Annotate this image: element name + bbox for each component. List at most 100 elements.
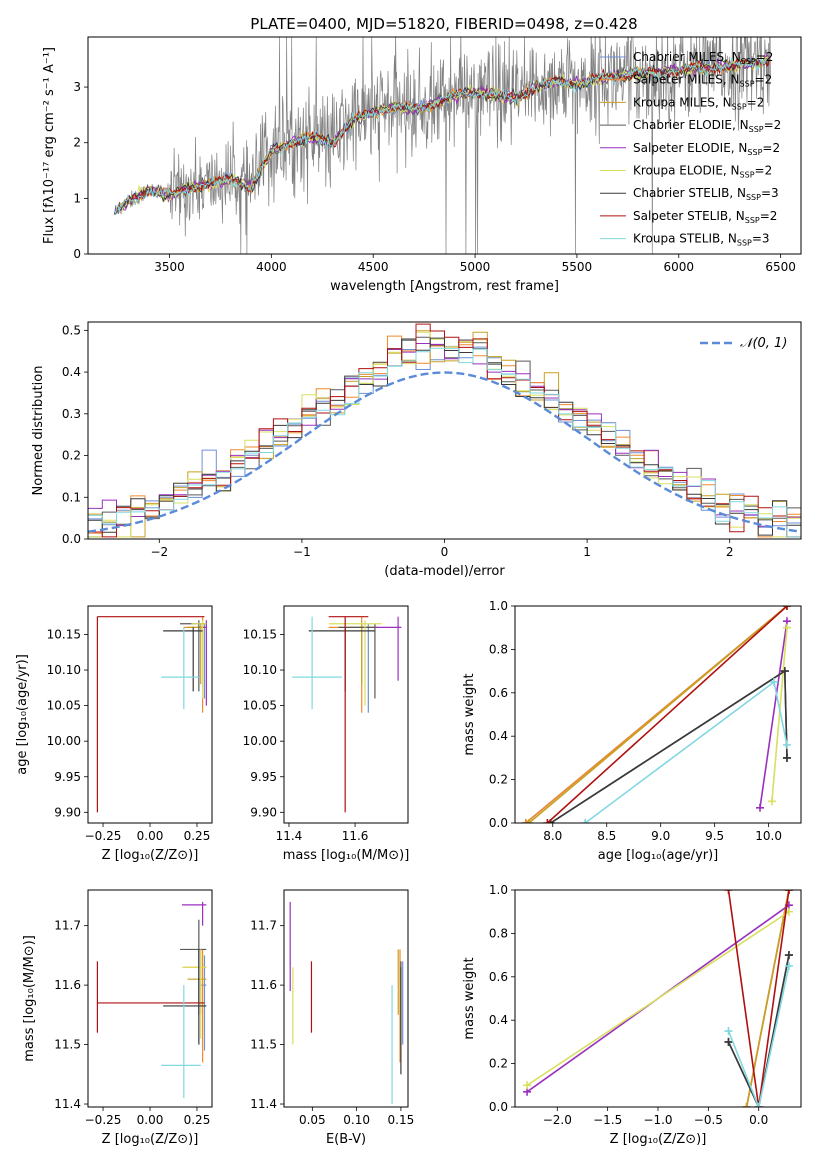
- weight-line-2: [528, 606, 788, 823]
- legend-entry-1: Salpeter MILES, NSSP=2: [633, 73, 772, 89]
- x-tick-label: −1: [293, 545, 311, 559]
- axes-frame: [87, 321, 802, 540]
- x-tick-label: 1: [583, 545, 591, 559]
- x-tick-label: −0.25: [85, 829, 122, 843]
- y-tick-label: 10.00: [243, 734, 277, 748]
- chart-age_vs_mass: 11.4 11.6 9.90 9.95 10.00 10.05 10.10 10.15 mass…: [243, 605, 409, 863]
- residual-legend: 𝒩(0, 1): [700, 336, 787, 351]
- x-tick-label: 11.6: [342, 829, 369, 843]
- x-tick-label: −1.0: [643, 1113, 672, 1127]
- weight-line-3: [727, 954, 790, 1107]
- y-tick-label: 11.5: [54, 1038, 81, 1052]
- model-spectrum-4: [114, 53, 770, 215]
- weight-marker-6: [782, 753, 791, 762]
- y-tick-label: 1: [73, 191, 81, 205]
- weight-marker-7: [784, 890, 793, 894]
- weight-marker-5: [767, 797, 776, 806]
- x-tick-label: 4500: [358, 260, 389, 274]
- x-tick-label: 0.25: [184, 1113, 211, 1127]
- weight-line-7: [727, 890, 790, 1107]
- weight-marker-7: [782, 606, 791, 610]
- x-axis-label: Z [log₁₀(Z/Z⊙)]: [102, 848, 199, 863]
- x-tick-label: 11.4: [276, 829, 303, 843]
- weight-line-5: [771, 627, 788, 802]
- chart-spectrum: 3500 4000 4500 5000 5500 6000 6500 0 1 2 3 waveleng…: [42, 36, 802, 294]
- x-tick-label: −2.0: [543, 1113, 572, 1127]
- axes-frame: [87, 889, 213, 1108]
- weight-marker-8: [784, 961, 793, 970]
- x-tick-label: 8.5: [597, 829, 616, 843]
- x-tick-label: 0.25: [184, 829, 211, 843]
- weight-marker-7: [724, 890, 733, 894]
- y-tick-label: 0.3: [62, 407, 81, 421]
- weight-line-6: [550, 669, 788, 823]
- plot-area-weight_vs_age: [521, 606, 791, 823]
- x-tick-label: 8.0: [543, 829, 562, 843]
- y-axis-label: mass weight: [462, 673, 477, 755]
- y-tick-label: 3: [73, 80, 81, 94]
- legend-entry-8: Kroupa STELIB, NSSP=3: [633, 232, 770, 248]
- y-tick-label: 2: [73, 136, 81, 150]
- legend-entry-4: Salpeter ELODIE, NSSP=2: [633, 141, 780, 157]
- weight-marker-8: [724, 1027, 733, 1036]
- y-axis-label: age [log₁₀(age/yr)]: [15, 654, 30, 775]
- y-tick-label: 0.6: [489, 970, 508, 984]
- y-tick-label: 10.15: [243, 627, 277, 641]
- x-tick-label: 9.0: [651, 829, 670, 843]
- x-axis-label: age [log₁₀(age/yr)]: [598, 848, 719, 863]
- y-tick-label: 11.4: [54, 1097, 81, 1111]
- y-tick-label: 10.10: [47, 663, 81, 677]
- x-tick-label: −0.5: [694, 1113, 723, 1127]
- y-axis-label: mass weight: [462, 957, 477, 1039]
- x-tick-label: 6000: [663, 260, 694, 274]
- y-tick-label: 1.0: [489, 883, 508, 897]
- x-tick-label: −0.25: [85, 1113, 122, 1127]
- axes-frame: [514, 889, 802, 1108]
- legend-entry-7: Salpeter STELIB, NSSP=2: [633, 209, 777, 225]
- y-tick-label: 9.95: [250, 770, 277, 784]
- plot-area-mass_vs_Z: [96, 901, 207, 1099]
- y-tick-label: 1.0: [489, 599, 508, 613]
- axes-frame: [283, 889, 409, 1108]
- legend-entry-3: Chabrier ELODIE, NSSP=2: [633, 118, 781, 134]
- x-axis-label: Z [log₁₀(Z/Z⊙)]: [610, 1132, 707, 1147]
- y-tick-label: 10.05: [243, 699, 277, 713]
- y-tick-label: 0.4: [489, 729, 508, 743]
- chart-weight_vs_age: 8.0 8.5 9.0 9.5 10.0 0.0 0.2 0.4 0.6 0.8 1.0 age [l…: [462, 599, 802, 863]
- y-tick-label: 0.4: [489, 1013, 508, 1027]
- legend-entry-5: Kroupa ELODIE, NSSP=2: [633, 164, 772, 180]
- weight-line-8: [584, 680, 788, 823]
- legend-entry-0: Chabrier MILES, NSSP=2: [633, 50, 773, 66]
- y-tick-label: 0.6: [489, 686, 508, 700]
- y-tick-label: 11.6: [54, 978, 81, 992]
- residual-histogram-3: [88, 336, 801, 538]
- weight-marker-6: [724, 1037, 733, 1046]
- spectrum-legend: Chabrier MILES, NSSP=2 Salpeter MILES, NS…: [600, 50, 781, 248]
- weight-marker-2: [525, 819, 534, 823]
- y-tick-label: 10.10: [243, 663, 277, 677]
- weight-marker-1: [521, 819, 530, 823]
- plot-area-residuals: [88, 323, 801, 538]
- x-tick-label: −1.5: [593, 1113, 622, 1127]
- x-tick-label: 0: [441, 545, 449, 559]
- residual-histogram-7: [88, 323, 801, 538]
- y-tick-label: 0.0: [489, 816, 508, 830]
- x-tick-label: −2: [150, 545, 168, 559]
- y-axis-label: Flux [fλ10⁻¹⁷ erg cm⁻² s⁻¹ A⁻¹]: [42, 47, 57, 244]
- residual-histogram-1: [88, 335, 801, 538]
- plot-area-age_vs_Z: [96, 616, 207, 813]
- weight-line-7: [546, 606, 788, 823]
- x-axis-label: E(B-V): [326, 1132, 366, 1147]
- y-tick-label: 0.2: [62, 449, 81, 463]
- y-tick-label: 0.2: [489, 773, 508, 787]
- x-tick-label: 0.10: [343, 1113, 370, 1127]
- plot-area-mass_vs_ebv: [289, 901, 404, 1105]
- x-tick-label: 6500: [765, 260, 796, 274]
- residual-histogram-6: [88, 337, 801, 536]
- chart-residuals: −2 −1 0 1 2 0.0 0.1 0.2 0.3 0.4 0.5 (data-model)/er…: [31, 321, 802, 579]
- y-axis-label: mass [log₁₀(M/M⊙)]: [22, 935, 37, 1062]
- plot-area-weight_vs_Z: [523, 890, 793, 1107]
- y-tick-label: 0.8: [489, 642, 508, 656]
- residual-histogram-2: [88, 330, 801, 538]
- y-tick-label: 0.1: [62, 490, 81, 504]
